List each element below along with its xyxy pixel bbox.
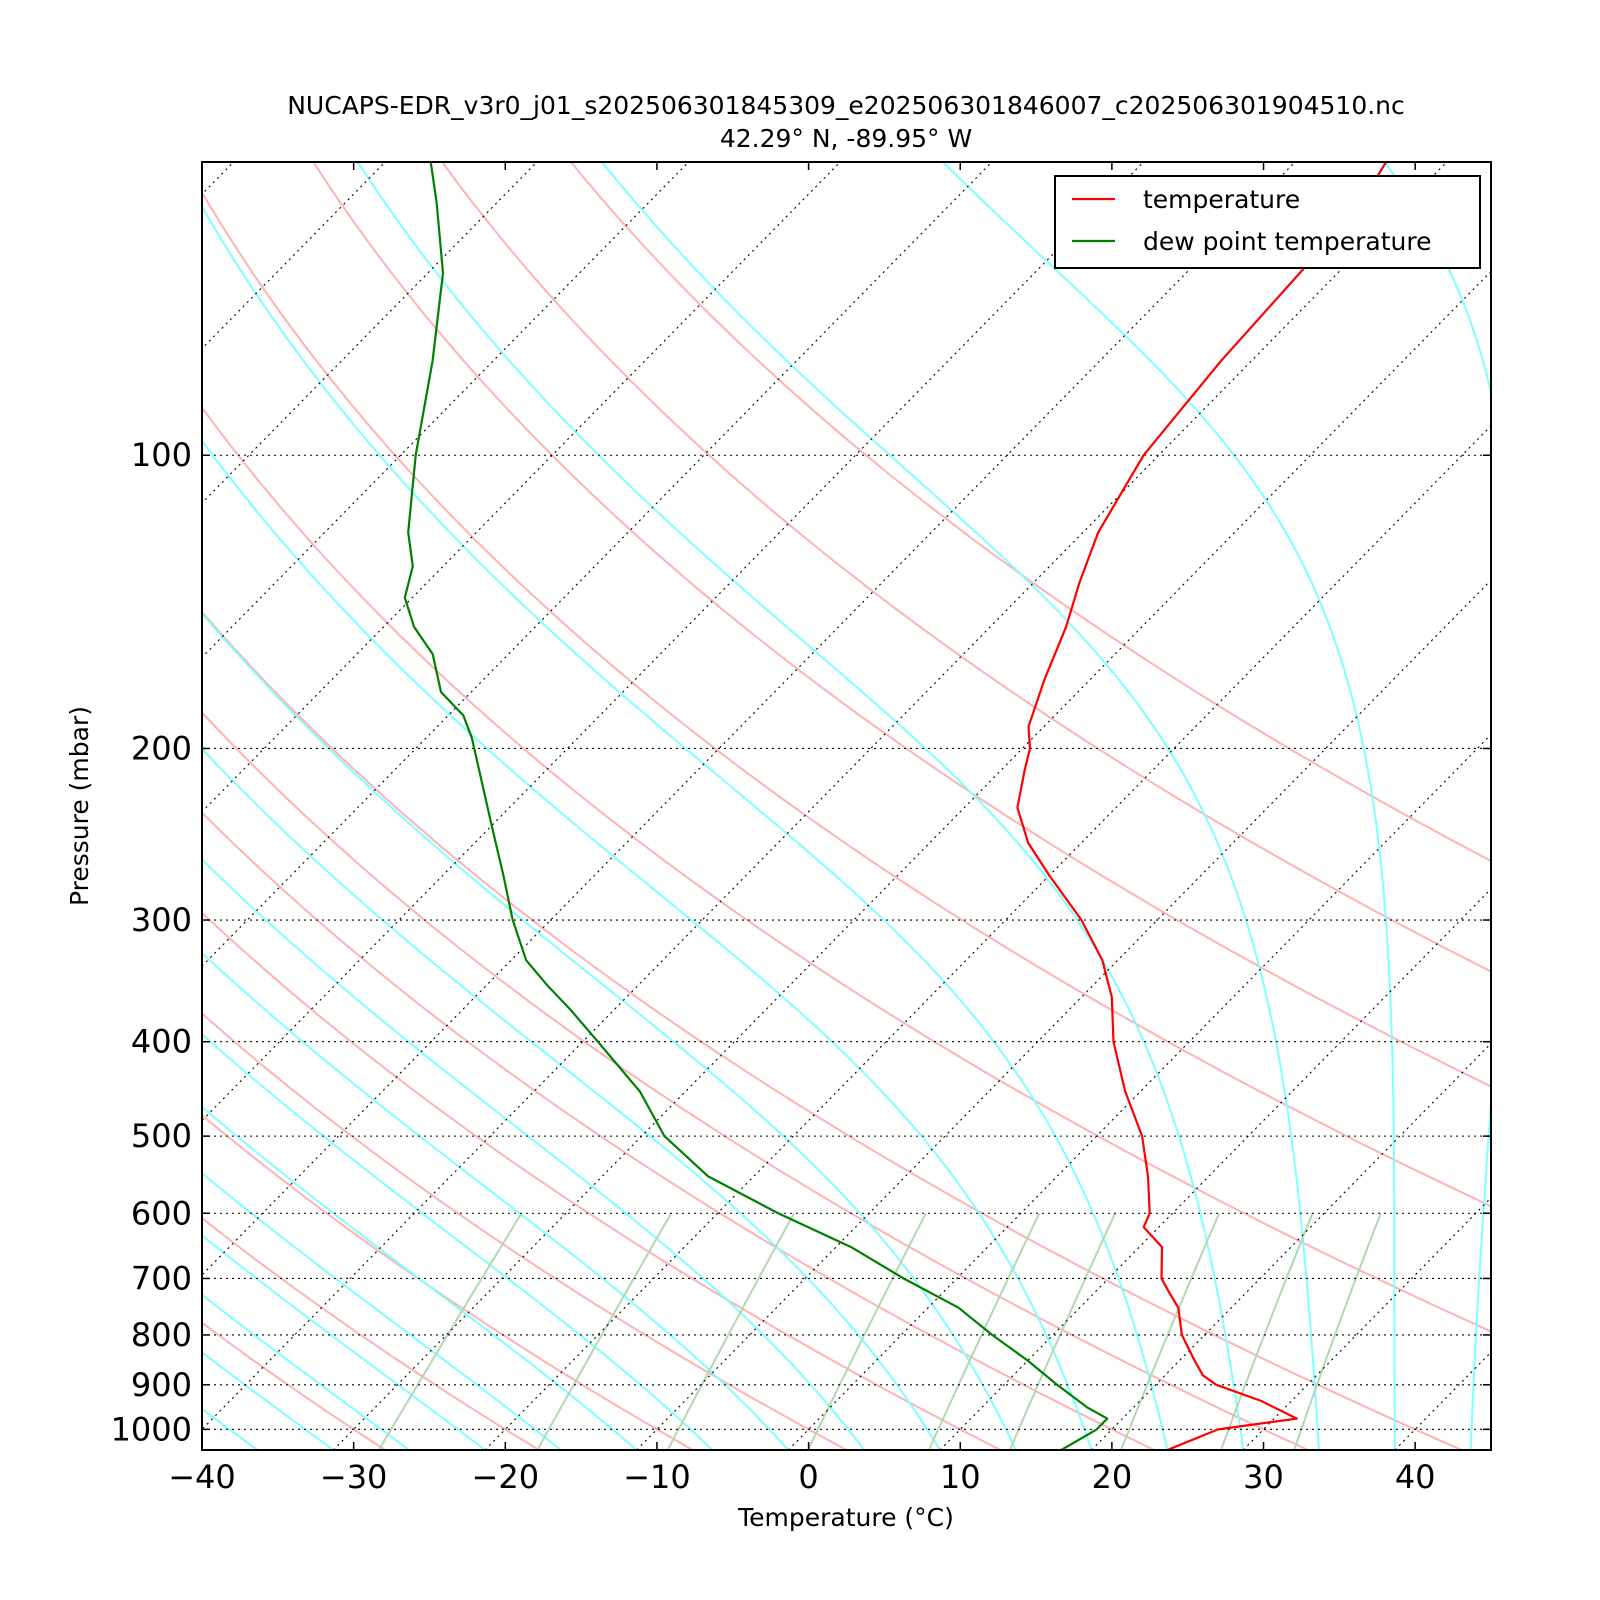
legend-label-temperature: temperature	[1143, 185, 1300, 214]
moist-adiabat-line	[202, 951, 790, 1450]
dry-adiabat-line	[202, 610, 1463, 1450]
dry-adiabat-line	[202, 190, 1491, 1208]
moist-adiabats	[202, 162, 1491, 1450]
moist-adiabat-line	[356, 162, 1245, 1450]
y-tick-label: 400	[131, 1023, 192, 1061]
mixing-ratio-line	[1008, 1212, 1117, 1450]
chart-subtitle: 42.29° N, -89.95° W	[720, 124, 972, 153]
isotherm-line	[1242, 1196, 1491, 1450]
dry-adiabat-line	[202, 405, 1491, 1333]
moist-adiabat-line	[942, 162, 1396, 1450]
dry-adiabat-line	[312, 162, 1491, 1088]
dry-adiabat-line	[441, 162, 1491, 973]
moist-adiabat-line	[202, 1172, 562, 1450]
moist-adiabat-line	[202, 1407, 259, 1450]
moist-adiabat-line	[1383, 162, 1491, 1450]
dry-adiabat-line	[202, 811, 1155, 1450]
y-tick-label: 600	[131, 1194, 192, 1232]
x-tick-label: 40	[1395, 1458, 1436, 1496]
moist-adiabat-line	[202, 1234, 486, 1450]
y-tick-label: 200	[131, 729, 192, 767]
x-axis-ticks: −40 −30 −20 −10 0 10 20 30 40	[168, 162, 1436, 1496]
isotherm-line	[202, 162, 1448, 1431]
moist-adiabat-line	[202, 1105, 638, 1450]
y-tick-label: 300	[131, 901, 192, 939]
moist-adiabat-line	[202, 1293, 410, 1450]
dry-adiabat-line	[570, 162, 1491, 863]
y-tick-label: 100	[131, 436, 192, 474]
dry-adiabat-line	[202, 711, 1309, 1450]
isotherm-line	[332, 270, 1491, 1450]
y-tick-label: 1000	[111, 1410, 192, 1448]
x-tick-label: 20	[1092, 1458, 1133, 1496]
mixing-ratio-lines	[378, 1212, 1382, 1450]
isotherm-line	[202, 162, 1144, 1122]
y-axis-label: Pressure (mbar)	[65, 706, 94, 906]
x-tick-label: −20	[472, 1458, 540, 1496]
x-tick-label: −30	[320, 1458, 388, 1496]
mixing-ratio-line	[536, 1212, 673, 1450]
x-axis-label: Temperature (°C)	[737, 1503, 954, 1532]
mixing-ratio-line	[807, 1212, 927, 1450]
isotherm-line	[202, 162, 1296, 1276]
isotherm-line	[636, 579, 1491, 1450]
mixing-ratio-line	[1293, 1212, 1382, 1450]
temperature-profile-line	[1016, 162, 1388, 1450]
mixing-ratio-line	[666, 1212, 795, 1450]
legend-box	[1054, 175, 1481, 269]
isotherms	[202, 162, 1491, 1450]
dry-adiabats	[202, 162, 1491, 1450]
isotherm-line	[939, 888, 1491, 1450]
isotherm-line	[202, 162, 689, 659]
moist-adiabat-line	[202, 611, 1017, 1450]
x-tick-label: −40	[168, 1458, 236, 1496]
moist-adiabat-line	[202, 747, 941, 1450]
moist-adiabat-line	[202, 1033, 714, 1450]
sounding-series	[403, 162, 1388, 1450]
y-tick-label: 700	[131, 1259, 192, 1297]
x-tick-label: 10	[940, 1458, 981, 1496]
plot-frame	[201, 161, 1492, 1451]
isotherm-line	[202, 162, 234, 195]
y-tick-label: 900	[131, 1366, 192, 1404]
y-tick-label: 800	[131, 1316, 192, 1354]
isotherm-line	[787, 733, 1491, 1450]
plot-area	[202, 162, 1491, 1450]
isotherm-line	[1394, 1351, 1491, 1450]
isotherm-line	[202, 162, 841, 813]
legend: temperature dew point temperature	[1054, 175, 1481, 269]
dry-adiabat-line	[202, 1321, 386, 1450]
moist-adiabat-line	[202, 858, 865, 1450]
x-tick-label: −10	[623, 1458, 691, 1496]
moist-adiabat-line	[601, 162, 1321, 1450]
dry-adiabat-line	[202, 1012, 847, 1450]
dewpoint-profile-line	[403, 162, 1109, 1450]
isotherm-line	[484, 424, 1491, 1450]
mixing-ratio-line	[927, 1212, 1041, 1450]
moist-adiabat-line	[202, 439, 1093, 1450]
y-axis-ticks: 100 200 300 400 500 600 700 800 900 1000	[111, 436, 1491, 1448]
y-tick-label: 500	[131, 1117, 192, 1155]
mixing-ratio-line	[1120, 1212, 1221, 1450]
isotherm-line	[202, 162, 386, 350]
dry-adiabat-line	[202, 911, 1001, 1450]
isotherm-line	[1091, 1042, 1491, 1450]
x-tick-label: 30	[1243, 1458, 1284, 1496]
x-tick-label: 0	[798, 1458, 818, 1496]
mixing-ratio-line	[1220, 1212, 1314, 1450]
moist-adiabat-line	[202, 1351, 334, 1450]
mixing-ratio-line	[378, 1212, 523, 1450]
moist-adiabat-line	[202, 204, 1169, 1450]
dry-adiabat-line	[202, 1216, 540, 1450]
pressure-gridlines	[202, 454, 1491, 1430]
chart-title: NUCAPS-EDR_v3r0_j01_s202506301845309_e20…	[287, 91, 1405, 120]
legend-label-dew-point: dew point temperature	[1143, 227, 1432, 256]
dry-adiabat-line	[202, 1113, 694, 1450]
